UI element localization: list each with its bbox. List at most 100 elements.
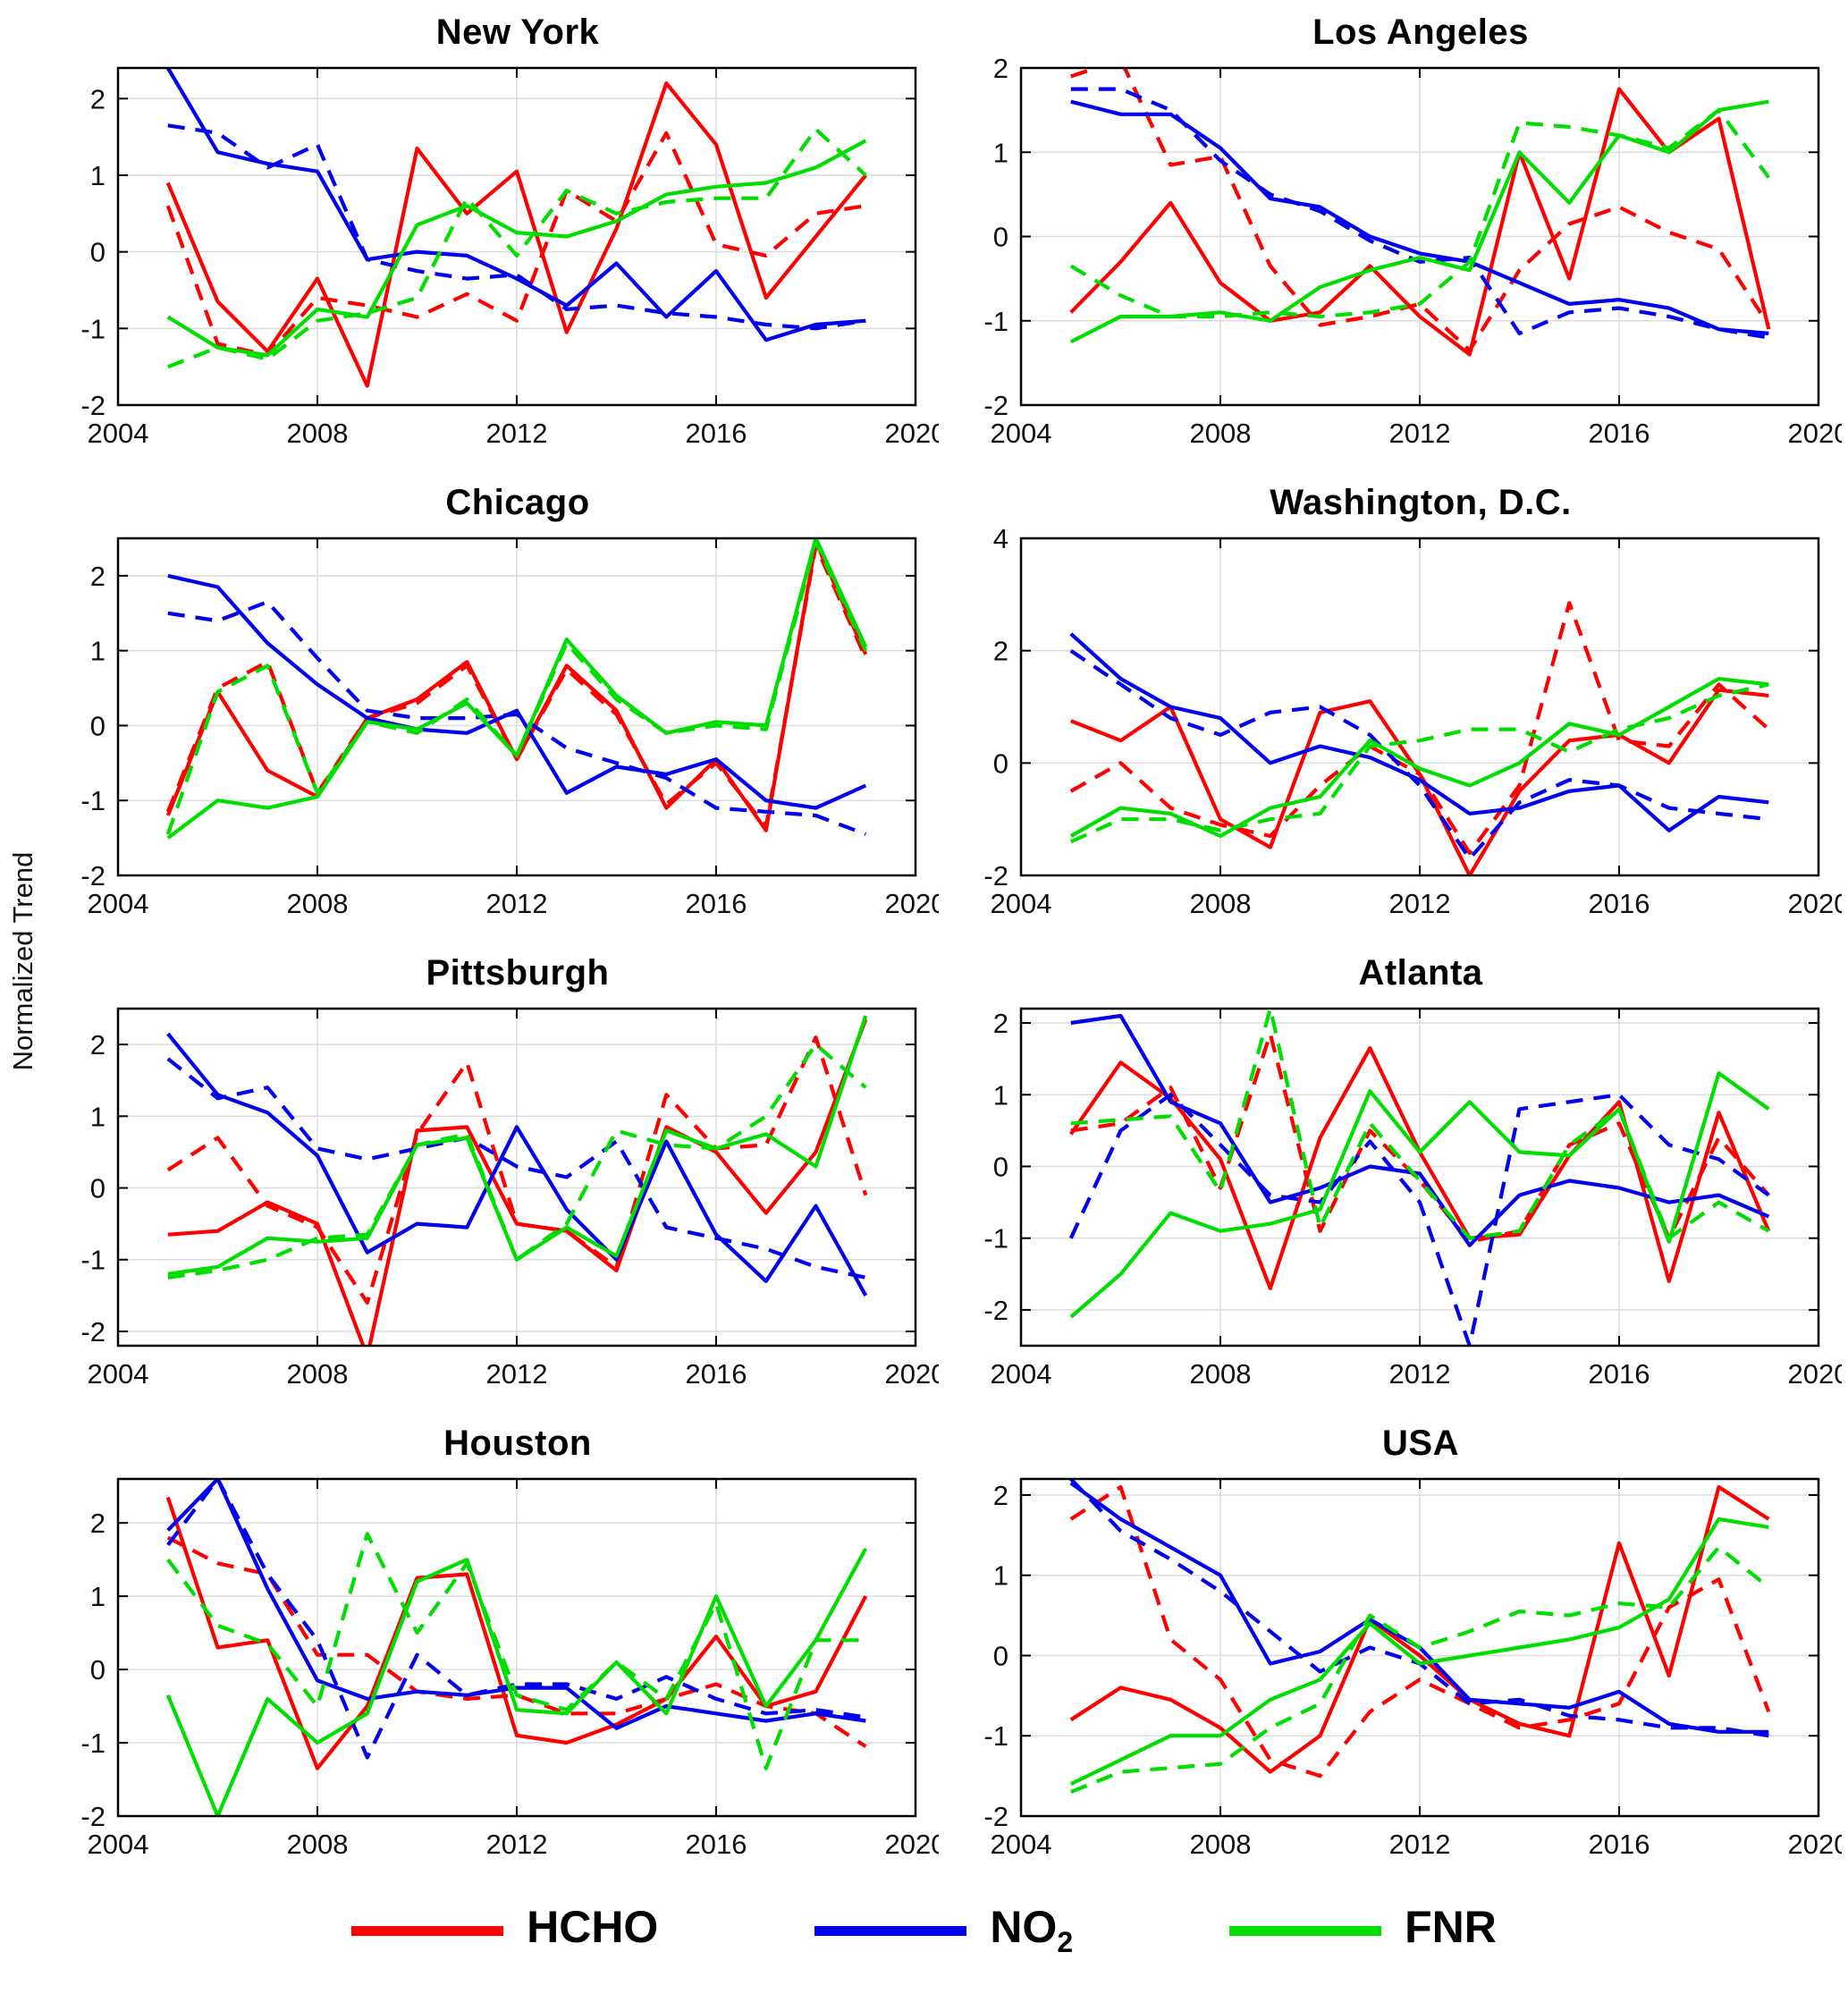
no2-solid-line xyxy=(165,68,866,342)
chart-plot-chicago: 2004 2008 2012 2016 2020 -2 -1 0 1 2 xyxy=(80,537,946,919)
x-tick-label: 2008 xyxy=(287,888,349,919)
x-tick-label: 2004 xyxy=(991,1358,1052,1390)
hcho-solid-line xyxy=(1069,1484,1770,1774)
gridlines xyxy=(117,68,916,406)
y-tick-label: 2 xyxy=(993,55,1008,84)
hcho-dashed-line xyxy=(1069,1484,1771,1779)
y-tick-label: 1 xyxy=(90,160,105,191)
x-tick-label: 2012 xyxy=(1389,1829,1451,1860)
legend-label-no2: NO2 xyxy=(990,1902,1074,1958)
x-tick-label: 2008 xyxy=(287,418,349,449)
x-tick-label: 2020 xyxy=(1788,1829,1842,1860)
x-tick-label: 2004 xyxy=(991,1829,1052,1860)
chart-plot-new-york: 2004 2008 2012 2016 2020 -2 -1 0 1 2 xyxy=(80,66,946,449)
chart-title-houston: Houston xyxy=(443,1424,592,1463)
chart-title-washington-dc: Washington, D.C. xyxy=(1270,483,1572,522)
no2-solid-line xyxy=(166,1032,868,1297)
x-tick-label: 2020 xyxy=(885,888,939,919)
chart-panel-pittsburgh: Pittsburgh 2004 2008 2012 2016 2020 -2 -1 0 1 2 xyxy=(45,950,946,1407)
chart-panel-houston: Houston 2004 2008 2012 2016 2020 -2 -1 0 1 2 xyxy=(45,1420,946,1878)
x-tick-label: 2016 xyxy=(1589,1358,1650,1390)
x-tick-label: 2012 xyxy=(1389,1358,1451,1390)
hcho-solid-line xyxy=(165,81,867,388)
series-lines xyxy=(166,1015,868,1346)
chart-title-pittsburgh: Pittsburgh xyxy=(426,953,610,993)
y-tick-label: 1 xyxy=(993,1560,1008,1592)
y-tick-label: -2 xyxy=(80,860,105,891)
fnr-dashed-line xyxy=(1070,1009,1770,1240)
x-tick-label: 2016 xyxy=(1589,888,1650,919)
x-tick-label: 2020 xyxy=(1788,888,1842,919)
y-tick-label: -1 xyxy=(983,306,1008,337)
y-tick-label: -2 xyxy=(983,390,1008,421)
x-tick-label: 2012 xyxy=(486,418,548,449)
fnr-solid-line xyxy=(166,139,867,358)
x-tick-label: 2004 xyxy=(88,418,149,449)
x-tick-label: 2012 xyxy=(1389,418,1451,449)
chart-title-usa: USA xyxy=(1382,1424,1459,1463)
hcho-dashed-line xyxy=(1070,68,1771,352)
no2-line-swatch xyxy=(814,1925,967,1936)
hcho-dashed-line xyxy=(165,131,866,358)
tick-marks xyxy=(117,68,916,406)
fnr-solid-line xyxy=(1069,99,1769,344)
chart-title-los-angeles: Los Angeles xyxy=(1312,13,1529,52)
y-tick-label: 0 xyxy=(993,1151,1008,1182)
y-tick-label: -2 xyxy=(983,1801,1008,1832)
x-tick-label: 2008 xyxy=(1190,418,1252,449)
no2-dashed-line xyxy=(167,600,867,836)
y-tick-label: -1 xyxy=(80,313,105,344)
x-tick-label: 2008 xyxy=(287,1829,349,1860)
y-tick-label: 0 xyxy=(993,748,1008,779)
no2-dashed-line xyxy=(1070,87,1769,340)
x-tick-label: 2008 xyxy=(287,1358,349,1390)
x-tick-label: 2020 xyxy=(885,418,939,449)
y-tick-label: 0 xyxy=(90,237,105,268)
gridlines xyxy=(117,538,916,876)
x-tick-label: 2004 xyxy=(88,1829,149,1860)
fnr-solid-line xyxy=(165,1547,868,1816)
series-lines xyxy=(1069,1479,1771,1795)
y-tick-label: -1 xyxy=(80,1728,105,1759)
x-tick-label: 2016 xyxy=(686,1358,747,1390)
y-tick-label: -2 xyxy=(983,1295,1008,1326)
chart-plot-los-angeles: 2004 2008 2012 2016 2020 -2 -1 0 1 2 xyxy=(983,53,1848,449)
y-tick-label: 1 xyxy=(90,636,105,667)
y-tick-label: 1 xyxy=(90,1581,105,1612)
y-tick-label: 2 xyxy=(993,1480,1008,1511)
tick-labels: 2004 2008 2012 2016 2020 -2 -1 0 1 2 xyxy=(983,53,1848,449)
y-tick-label: -1 xyxy=(80,1245,105,1276)
tick-labels: 2004 2008 2012 2016 2020 -2 0 2 4 xyxy=(983,523,1848,919)
tick-labels: 2004 2008 2012 2016 2020 -2 -1 0 1 2 xyxy=(983,1480,1848,1860)
no2-dashed-line xyxy=(166,1479,866,1760)
charts-grid: New York 2004 2008 2012 2016 2020 -2 -1 0 1 2 Los A… xyxy=(45,0,1848,1878)
x-tick-label: 2020 xyxy=(885,1358,939,1390)
x-tick-label: 2004 xyxy=(88,888,149,919)
chart-panel-usa: USA 2004 2008 2012 2016 2020 -2 -1 0 1 2 xyxy=(948,1420,1848,1878)
x-tick-label: 2016 xyxy=(686,888,747,919)
legend-label-fnr: FNR xyxy=(1405,1902,1497,1952)
x-tick-label: 2016 xyxy=(1589,1829,1650,1860)
hcho-solid-line xyxy=(167,1018,868,1346)
chart-plot-usa: 2004 2008 2012 2016 2020 -2 -1 0 1 2 xyxy=(983,1477,1848,1860)
x-tick-label: 2016 xyxy=(686,1829,747,1860)
tick-marks xyxy=(117,1479,916,1817)
tick-marks xyxy=(1020,537,1819,876)
x-tick-label: 2016 xyxy=(686,418,747,449)
series-lines xyxy=(1069,68,1771,357)
y-axis-label: Normalized Trend xyxy=(7,851,38,1071)
legend-label-hcho: HCHO xyxy=(527,1902,659,1952)
tick-labels: 2004 2008 2012 2016 2020 -2 -1 0 1 2 xyxy=(80,561,946,919)
series-lines xyxy=(165,538,868,840)
fnr-dashed-line xyxy=(167,1042,867,1280)
fnr-dashed-line xyxy=(166,1532,866,1770)
fnr-solid-line xyxy=(1069,1517,1769,1786)
no2-dashed-line xyxy=(166,1057,866,1280)
y-tick-label: 2 xyxy=(993,1008,1008,1039)
fnr-line-swatch xyxy=(1229,1925,1382,1936)
y-tick-label: 2 xyxy=(993,636,1008,667)
series-lines xyxy=(1069,601,1770,875)
hcho-solid-line xyxy=(1069,87,1771,357)
y-tick-label: -2 xyxy=(80,1316,105,1348)
tick-marks xyxy=(1020,67,1819,406)
